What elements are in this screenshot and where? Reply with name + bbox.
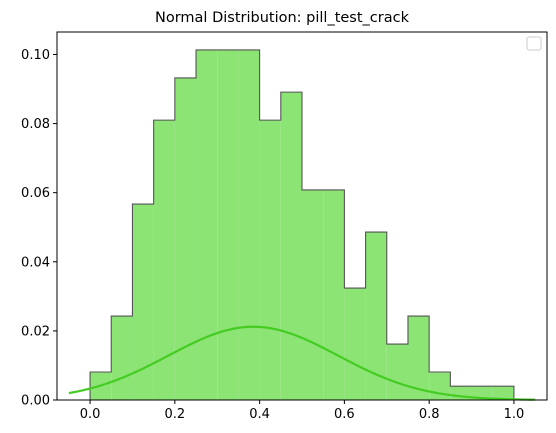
histogram-bar-15 [407, 316, 430, 400]
histogram-bar-5 [196, 49, 218, 400]
histogram-bar-2 [132, 204, 154, 400]
y-tick-label: 0.08 [21, 117, 50, 132]
histogram-bar-11 [323, 189, 345, 400]
histogram-bar-13 [365, 232, 387, 400]
plot-area [56, 31, 548, 401]
histogram-bar-14 [386, 344, 408, 400]
y-tick-label: 0.10 [21, 48, 50, 63]
histogram-bar-19 [492, 386, 514, 400]
y-tick-label: 0.06 [21, 186, 50, 201]
histogram-bar-9 [280, 92, 302, 400]
histogram-bar-16 [429, 372, 451, 400]
legend [526, 36, 542, 51]
x-tick-label: 0.8 [419, 407, 440, 422]
x-tick-label: 1.0 [504, 407, 525, 422]
x-tick-label: 0.0 [80, 407, 101, 422]
y-axis: 0.00 0.02 0.04 0.06 0.08 0.10 [21, 48, 57, 409]
histogram-outline [89, 49, 515, 400]
chart-title: Normal Distribution: pill_test_crack [155, 10, 410, 26]
y-tick-label: 0.02 [21, 324, 50, 339]
histogram-bar-18 [471, 386, 493, 400]
y-tick-label: 0.00 [21, 394, 50, 409]
x-axis: 0.0 0.2 0.4 0.6 0.8 1.0 [80, 400, 525, 422]
x-tick-label: 0.6 [334, 407, 355, 422]
histogram-bar-6 [217, 49, 239, 400]
x-tick-label: 0.2 [164, 407, 185, 422]
normal-curve [68, 325, 536, 401]
histogram [89, 49, 515, 401]
histogram-bar-10 [302, 189, 324, 400]
histogram-bar-3 [153, 120, 175, 401]
y-tick-label: 0.04 [21, 255, 50, 270]
histogram-bar-7 [238, 49, 260, 400]
x-tick-label: 0.4 [249, 407, 270, 422]
histogram-bar-1 [111, 316, 133, 400]
histogram-bar-4 [174, 77, 197, 400]
histogram-bar-8 [259, 120, 281, 401]
histogram-bar-12 [344, 288, 366, 400]
